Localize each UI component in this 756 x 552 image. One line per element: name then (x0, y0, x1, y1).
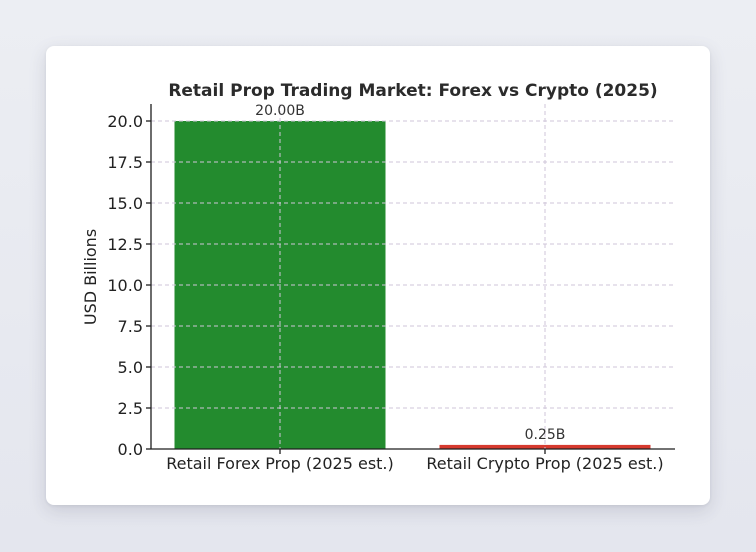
x-axis-ticks: Retail Forex Prop (2025 est.) Retail Cryp… (166, 449, 664, 473)
x-tick-label: Retail Forex Prop (2025 est.) (166, 454, 394, 473)
bar-value-labels: 20.00B 0.25B (255, 103, 565, 443)
y-tick-label: 20.0 (107, 112, 143, 131)
x-tick-label: Retail Crypto Prop (2025 est.) (426, 454, 663, 473)
chart-title: Retail Prop Trading Market: Forex vs Cry… (168, 81, 657, 101)
grid-lines-overlay (151, 104, 675, 449)
y-axis-label: USD Billions (81, 229, 100, 325)
y-tick-label: 12.5 (107, 235, 143, 254)
y-tick-label: 17.5 (107, 153, 143, 172)
y-tick-label: 2.5 (118, 399, 143, 418)
y-tick-label: 15.0 (107, 194, 143, 213)
y-tick-label: 5.0 (118, 358, 143, 377)
y-tick-label: 10.0 (107, 276, 143, 295)
bar-value-label: 20.00B (255, 103, 305, 119)
y-axis-ticks: 0.0 2.5 5.0 7.5 10.0 12.5 15.0 17.5 20.0 (107, 112, 151, 459)
y-tick-label: 0.0 (118, 440, 143, 459)
bar-retail-crypto (439, 444, 651, 449)
bar-value-label: 0.25B (525, 427, 566, 443)
y-tick-label: 7.5 (118, 317, 143, 336)
